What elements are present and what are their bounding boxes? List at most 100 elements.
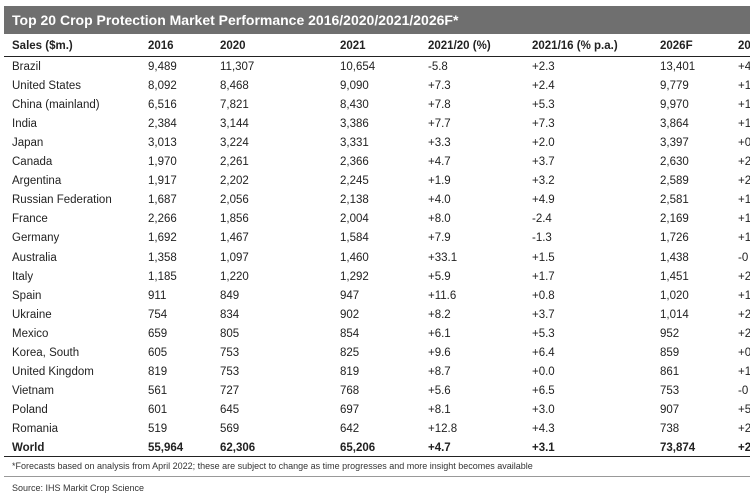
- table-cell: +4.0: [428, 194, 451, 207]
- table-cell: +2: [738, 175, 750, 188]
- table-cell: 1,584: [340, 232, 369, 245]
- total-label: World: [12, 442, 45, 454]
- row-label: Argentina: [12, 175, 62, 188]
- table-cell: 3,386: [340, 118, 369, 131]
- table-cell: +2: [738, 308, 750, 321]
- table-cell: +8.0: [428, 213, 451, 226]
- table-cell: 2,366: [340, 156, 369, 169]
- header-rule: [4, 56, 750, 57]
- table-cell: 1,692: [148, 232, 177, 245]
- column-header: 2016: [148, 40, 174, 52]
- table-cell: 3,013: [148, 137, 177, 150]
- table-cell: +8.2: [428, 308, 451, 321]
- row-label: Spain: [12, 289, 42, 302]
- table-cell: 642: [340, 422, 360, 435]
- column-header: Sales ($m.): [12, 40, 73, 52]
- table-cell: +33.1: [428, 251, 458, 264]
- table-cell: 834: [220, 308, 240, 321]
- table-cell: 2,245: [340, 175, 369, 188]
- table-cell: 952: [660, 327, 680, 340]
- total-cell: 62,306: [220, 442, 256, 454]
- column-header: 2021: [340, 40, 366, 52]
- table-cell: 1,014: [660, 308, 689, 321]
- table-cell: -2.4: [532, 213, 552, 226]
- table-cell: 3,224: [220, 137, 249, 150]
- table-cell: +1: [738, 80, 750, 93]
- table-cell: +2.3: [532, 61, 555, 73]
- table-cell: +3.0: [532, 403, 555, 416]
- table-cell: 1,460: [340, 251, 369, 264]
- table-cell: +7.3: [532, 118, 555, 131]
- row-label: Germany: [12, 232, 60, 245]
- footnote: Source: IHS Markit Crop Science: [12, 483, 145, 493]
- table-cell: 768: [340, 384, 360, 397]
- table-cell: 1,292: [340, 270, 369, 283]
- table-cell: +4.7: [428, 156, 451, 169]
- column-header: 2021/16 (% p.a.): [532, 40, 618, 52]
- table-cell: +0.8: [532, 289, 555, 302]
- table-cell: 3,144: [220, 118, 249, 131]
- row-label: Italy: [12, 270, 34, 283]
- table-cell: +1: [738, 213, 750, 226]
- bottom-rule: [4, 476, 750, 477]
- table-cell: +6.1: [428, 327, 451, 340]
- footnote: *Forecasts based on analysis from April …: [12, 461, 533, 471]
- table-cell: +0: [738, 346, 750, 359]
- table-cell: 2,169: [660, 213, 689, 226]
- table-cell: 3,331: [340, 137, 369, 150]
- table-cell: 645: [220, 403, 240, 416]
- table-cell: 13,401: [660, 61, 696, 73]
- table-cell: +7.3: [428, 80, 451, 93]
- table-cell: +0: [738, 137, 750, 150]
- total-rule: [4, 456, 750, 457]
- table-cell: 859: [660, 346, 680, 359]
- table-cell: +1: [738, 194, 750, 207]
- table-cell: 1,687: [148, 194, 177, 207]
- table-cell: +0.0: [532, 365, 555, 378]
- row-label: Australia: [12, 251, 57, 264]
- table-cell: 1,220: [220, 270, 249, 283]
- table-cell: +1.9: [428, 175, 451, 188]
- table-cell: 902: [340, 308, 360, 321]
- total-cell: 65,206: [340, 442, 376, 454]
- table-cell: +3.3: [428, 137, 451, 150]
- table-cell: +12.8: [428, 422, 458, 435]
- table-cell: 2,004: [340, 213, 369, 226]
- table-cell: +7.9: [428, 232, 451, 245]
- table-cell: +1.5: [532, 251, 555, 264]
- row-label: Poland: [12, 403, 48, 416]
- table-cell: 9,489: [148, 61, 177, 73]
- table-cell: 911: [148, 289, 167, 302]
- table-cell: +3.2: [532, 175, 555, 188]
- table-cell: +8.7: [428, 365, 451, 378]
- table-cell: 3,397: [660, 137, 689, 150]
- row-label: Vietnam: [12, 384, 54, 397]
- table-cell: 2,630: [660, 156, 689, 169]
- table-cell: +2: [738, 156, 750, 169]
- table-cell: +5.3: [532, 99, 555, 112]
- row-label: India: [12, 118, 37, 131]
- row-label: United Kingdom: [12, 365, 94, 378]
- table-cell: 753: [660, 384, 680, 397]
- table-cell: 8,092: [148, 80, 177, 93]
- table-cell: 1,856: [220, 213, 249, 226]
- table-cell: +7.8: [428, 99, 451, 112]
- table-cell: +2: [738, 422, 750, 435]
- table-cell: +1: [738, 232, 750, 245]
- table-cell: 727: [220, 384, 240, 397]
- table-cell: +5.9: [428, 270, 451, 283]
- table-cell: 1,020: [660, 289, 689, 302]
- table-cell: 947: [340, 289, 360, 302]
- table-cell: 1,358: [148, 251, 177, 264]
- table-cell: +5.6: [428, 384, 451, 397]
- table-cell: 659: [148, 327, 168, 340]
- table-cell: +1: [738, 289, 750, 302]
- row-label: France: [12, 213, 48, 226]
- title-bar: Top 20 Crop Protection Market Performanc…: [4, 6, 750, 34]
- column-header: 2026F: [660, 40, 693, 52]
- table-cell: 825: [340, 346, 360, 359]
- table-cell: +1.7: [532, 270, 555, 283]
- table-cell: 9,090: [340, 80, 369, 93]
- table-cell: +3.7: [532, 308, 555, 321]
- table-cell: 1,185: [148, 270, 177, 283]
